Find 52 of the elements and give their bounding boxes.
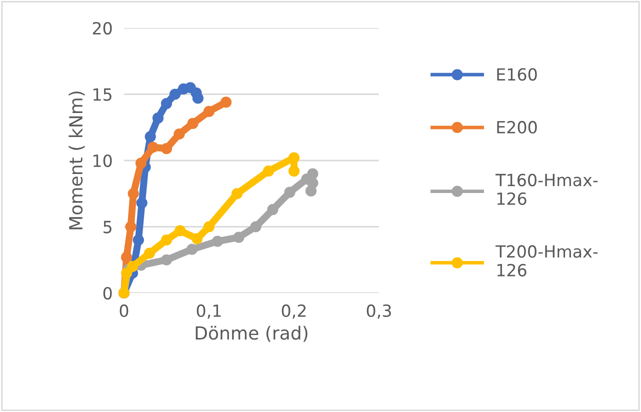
- point: [250, 221, 262, 232]
- x-tick-label: 0: [120, 304, 128, 318]
- point: [233, 232, 244, 243]
- point: [128, 188, 139, 200]
- point: [126, 260, 138, 272]
- x-tick-label: 0,1: [196, 304, 221, 319]
- point: [160, 143, 172, 154]
- point: [132, 234, 144, 246]
- point: [174, 225, 186, 236]
- legend-label: E200: [497, 120, 537, 134]
- legend-label: E160: [497, 68, 537, 81]
- point: [144, 131, 156, 142]
- point: [203, 221, 215, 232]
- point: [186, 244, 198, 255]
- x-tick-label: 0,2: [282, 304, 306, 319]
- legend-label: T160-Hmax-126: [496, 174, 598, 205]
- point: [307, 168, 318, 180]
- point: [203, 106, 215, 118]
- point: [174, 128, 185, 140]
- point: [231, 188, 243, 200]
- point: [160, 254, 172, 266]
- x-tick-label: 0,3: [366, 304, 391, 319]
- point: [288, 152, 300, 164]
- y-tick-label: 5: [104, 220, 112, 234]
- point: [152, 112, 164, 124]
- point: [305, 185, 317, 197]
- point: [267, 204, 278, 216]
- point: [192, 92, 204, 104]
- point: [192, 233, 203, 244]
- point: [187, 118, 198, 129]
- y-tick-label: 0: [103, 286, 112, 300]
- point: [262, 166, 274, 177]
- point: [284, 186, 296, 198]
- point: [120, 268, 132, 279]
- y-tick-label: 20: [92, 22, 112, 35]
- point: [120, 252, 132, 263]
- point: [212, 236, 224, 247]
- point: [160, 234, 172, 246]
- y-tick-label: 15: [94, 88, 112, 101]
- point: [169, 88, 181, 100]
- point: [135, 158, 147, 169]
- x-axis-title: Dönme (rad): [196, 326, 308, 342]
- point: [160, 98, 172, 110]
- legend-label: T200-Hmax-126: [496, 245, 598, 276]
- y-axis-title: Moment ( kNm): [68, 92, 85, 230]
- point: [147, 142, 158, 153]
- point: [144, 248, 156, 259]
- point: [220, 96, 232, 108]
- point: [288, 166, 300, 177]
- point: [136, 197, 148, 208]
- point: [125, 221, 136, 232]
- y-tick-label: 10: [94, 154, 112, 168]
